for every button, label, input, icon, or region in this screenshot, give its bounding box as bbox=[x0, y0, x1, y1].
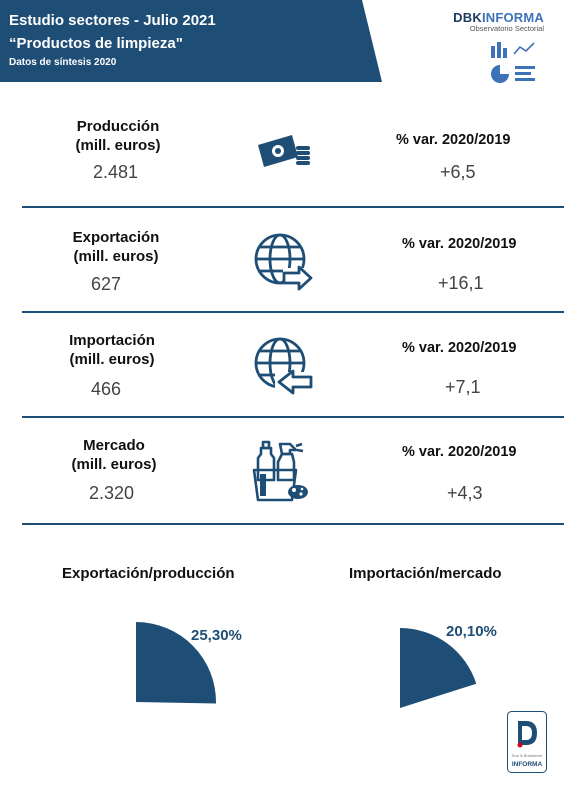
market-label: Mercado (mill. euros) bbox=[64, 436, 164, 474]
brand-name-part2: INFORMA bbox=[481, 10, 544, 25]
production-label: Producción (mill. euros) bbox=[68, 117, 168, 155]
header-band: Estudio sectores - Julio 2021 “Productos… bbox=[0, 0, 382, 82]
header-background bbox=[0, 0, 382, 82]
export-production-title: Exportación/producción bbox=[62, 565, 235, 582]
market-label-line1: Mercado bbox=[83, 437, 145, 454]
import-value: 466 bbox=[91, 379, 122, 399]
market-var-value: +4,3 bbox=[447, 483, 483, 503]
row-divider bbox=[22, 311, 564, 313]
import-market-value: 20,10% bbox=[446, 623, 497, 640]
header-note: Datos de síntesis 2020 bbox=[9, 57, 117, 68]
production-var-label: % var. 2020/2019 bbox=[396, 132, 511, 148]
export-production-quarter-chart bbox=[136, 622, 217, 704]
logo-small-text: Dun & Bradstreet bbox=[512, 753, 544, 758]
export-value: 627 bbox=[91, 274, 122, 294]
brand-name: DBKINFORMA bbox=[434, 10, 544, 25]
row-divider bbox=[22, 206, 564, 208]
import-var-label: % var. 2020/2019 bbox=[402, 340, 517, 356]
import-market-sector bbox=[400, 628, 477, 708]
market-value: 2.320 bbox=[89, 483, 135, 503]
market-var-label: % var. 2020/2019 bbox=[402, 444, 517, 460]
import-market-quarter-chart bbox=[400, 628, 477, 708]
logo-text: INFORMA bbox=[512, 761, 543, 768]
export-label: Exportación (mill. euros) bbox=[66, 228, 166, 266]
import-market-title: Importación/mercado bbox=[349, 565, 502, 582]
money-coins-icon bbox=[258, 135, 310, 167]
production-label-line1: Producción bbox=[76, 118, 160, 135]
production-var-value: +6,5 bbox=[440, 162, 476, 182]
production-label-line2: (mill. euros) bbox=[75, 137, 161, 154]
export-label-line2: (mill. euros) bbox=[73, 248, 159, 265]
export-label-line1: Exportación bbox=[72, 229, 160, 246]
export-production-sector bbox=[136, 622, 217, 704]
production-value: 2.481 bbox=[93, 162, 139, 182]
import-var-value: +7,1 bbox=[445, 377, 481, 397]
import-label-line2: (mill. euros) bbox=[69, 351, 155, 368]
analytics-icon bbox=[491, 42, 535, 83]
import-label-line1: Importación bbox=[69, 332, 155, 349]
informa-logo-icon: Dun & Bradstreet INFORMA bbox=[507, 711, 547, 773]
brand-subtitle: Observatorio Sectorial bbox=[469, 24, 544, 33]
cleaning-products-icon bbox=[252, 440, 308, 502]
export-production-value: 25,30% bbox=[191, 627, 242, 644]
header-title: Estudio sectores - Julio 2021 bbox=[9, 12, 216, 29]
brand-logo: DBKINFORMA Observatorio Sectorial bbox=[434, 10, 544, 33]
market-label-line2: (mill. euros) bbox=[71, 456, 157, 473]
row-divider bbox=[22, 523, 564, 525]
row-divider bbox=[22, 416, 564, 418]
globe-export-icon bbox=[254, 233, 313, 291]
brand-name-part1: DBK bbox=[453, 10, 482, 25]
export-var-label: % var. 2020/2019 bbox=[402, 236, 517, 252]
header-subtitle: “Productos de limpieza" bbox=[9, 35, 183, 52]
export-var-value: +16,1 bbox=[438, 273, 484, 293]
globe-import-icon bbox=[254, 337, 313, 395]
import-label: Importación (mill. euros) bbox=[62, 331, 162, 369]
